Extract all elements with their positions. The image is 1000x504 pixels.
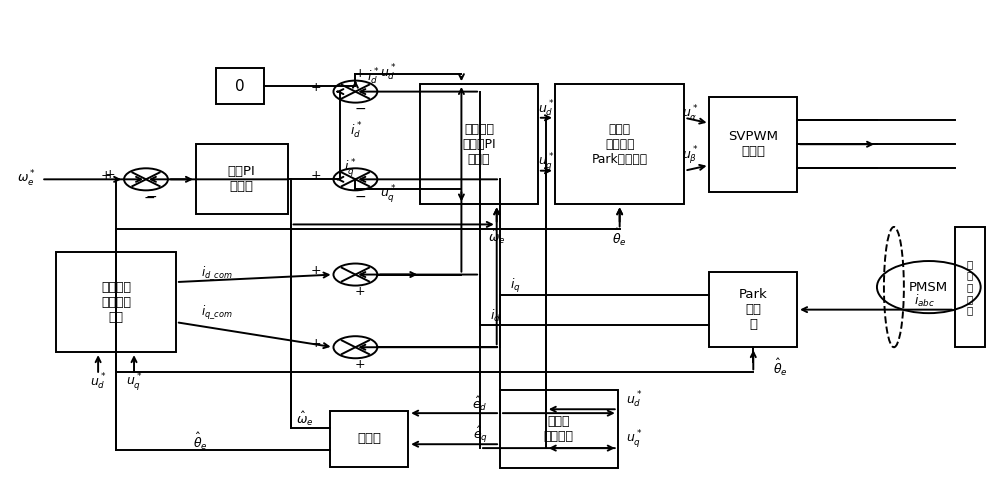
Text: $i_{d\_com}$: $i_{d\_com}$	[201, 264, 232, 282]
Bar	[709, 97, 797, 192]
Text: PMSM: PMSM	[909, 281, 948, 294]
Bar	[555, 84, 684, 205]
Text: +: +	[101, 169, 111, 182]
Text: −: −	[355, 190, 366, 204]
Text: $\hat{\omega}_e$: $\hat{\omega}_e$	[488, 228, 506, 246]
Text: $u_q^*$: $u_q^*$	[538, 151, 554, 173]
Text: $\omega_e^*$: $\omega_e^*$	[17, 169, 36, 189]
Text: $i_d$: $i_d$	[490, 307, 501, 324]
Text: $u_d^*$: $u_d^*$	[626, 390, 642, 410]
Text: 速度PI
控制器: 速度PI 控制器	[228, 165, 256, 194]
Text: $\hat{e}_q$: $\hat{e}_q$	[473, 425, 488, 445]
Text: $i_d^*$: $i_d^*$	[367, 67, 380, 87]
Text: +: +	[310, 337, 321, 350]
Text: −: −	[355, 102, 366, 115]
Text: $i_{q\_com}$: $i_{q\_com}$	[201, 304, 232, 322]
Text: $u_\beta^*$: $u_\beta^*$	[682, 145, 699, 167]
Text: $u_q^*$: $u_q^*$	[626, 428, 642, 450]
Text: −: −	[143, 191, 155, 204]
Text: +: +	[105, 168, 115, 181]
Text: Park
变换
器: Park 变换 器	[739, 288, 768, 331]
Text: SVPWM
逆变器: SVPWM 逆变器	[728, 130, 778, 158]
Text: $\hat{\omega}_e$: $\hat{\omega}_e$	[296, 410, 313, 428]
Text: $i_q$: $i_q$	[510, 277, 521, 294]
Bar	[955, 227, 985, 347]
Text: +: +	[310, 169, 321, 182]
Bar	[420, 84, 538, 205]
Text: +: +	[310, 264, 321, 277]
Text: $i_q^*$: $i_q^*$	[344, 157, 357, 179]
Text: $u_d^*$: $u_d^*$	[90, 372, 106, 393]
Text: $u_q^*$: $u_q^*$	[126, 371, 142, 393]
Text: $\hat{\theta}_e$: $\hat{\theta}_e$	[193, 430, 208, 452]
Text: $i_d^*$: $i_d^*$	[350, 120, 363, 141]
Text: $u_d^*$: $u_d^*$	[380, 63, 397, 83]
Bar	[196, 144, 288, 214]
Bar	[500, 390, 618, 468]
Text: $u_d^*$: $u_d^*$	[538, 99, 554, 119]
Text: 反电动
势观测器: 反电动 势观测器	[544, 415, 574, 443]
Text: 电
流
传
感
器: 电 流 传 感 器	[967, 259, 973, 316]
Bar	[330, 411, 408, 467]
Text: $u_q^*$: $u_q^*$	[380, 183, 397, 205]
Text: $\hat{e}_d$: $\hat{e}_d$	[472, 395, 488, 413]
Text: 带延时
补偿的反
Park变换模块: 带延时 补偿的反 Park变换模块	[592, 123, 648, 166]
Text: +: +	[355, 358, 366, 371]
Text: 锁相环: 锁相环	[357, 432, 381, 446]
Text: 0: 0	[235, 79, 245, 94]
Bar	[216, 68, 264, 104]
Text: +: +	[355, 285, 366, 298]
Bar	[56, 252, 176, 352]
Text: $\hat{\theta}_e$: $\hat{\theta}_e$	[773, 357, 788, 378]
Text: +: +	[355, 67, 366, 80]
Text: $i_{abc}$: $i_{abc}$	[914, 292, 935, 308]
Text: +: +	[310, 81, 321, 94]
Text: 电流均值
误差补偿
模块: 电流均值 误差补偿 模块	[101, 281, 131, 324]
Text: 复矢量解
耦电流PI
控制器: 复矢量解 耦电流PI 控制器	[462, 123, 496, 166]
Text: −: −	[145, 190, 157, 204]
Text: $\hat{\theta}_e$: $\hat{\theta}_e$	[612, 226, 627, 247]
Bar	[709, 272, 797, 347]
Text: $u_\alpha^*$: $u_\alpha^*$	[682, 104, 699, 124]
